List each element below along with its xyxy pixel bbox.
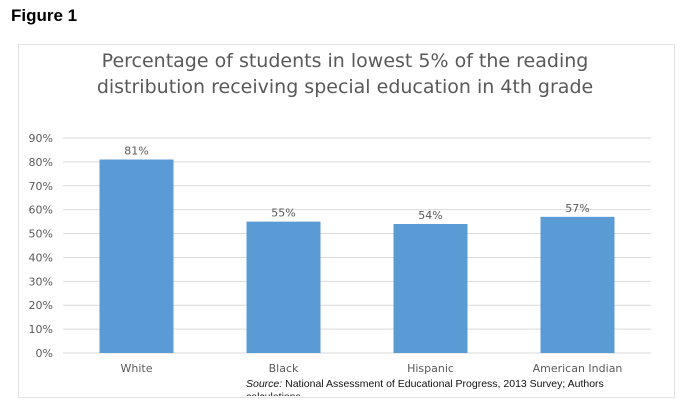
data-label: 55%	[271, 207, 295, 220]
y-axis-ticks: 0% 10% 20% 30% 40% 50% 60% 70% 80% 90%	[29, 132, 53, 360]
source-label: Source:	[246, 378, 283, 390]
data-label: 54%	[418, 209, 442, 222]
source-text: National Assessment of Educational Progr…	[246, 378, 604, 396]
x-tick-label: White	[121, 362, 153, 375]
y-tick-label: 30%	[29, 275, 53, 288]
chart-title-line-1: Percentage of students in lowest 5% of t…	[101, 50, 589, 72]
bars	[99, 159, 615, 353]
y-tick-label: 10%	[29, 323, 53, 336]
chart-title-line-2: distribution receiving special education…	[96, 76, 594, 98]
source-note: Source: National Assessment of Education…	[246, 378, 626, 396]
y-tick-label: 70%	[29, 180, 53, 193]
x-tick-label: American Indian	[533, 362, 623, 375]
y-tick-label: 60%	[29, 204, 53, 217]
y-tick-label: 20%	[29, 299, 53, 312]
x-tick-label: Black	[269, 362, 299, 375]
x-tick-label: Hispanic	[407, 362, 454, 375]
data-label: 81%	[124, 145, 148, 158]
data-label: 57%	[565, 202, 589, 215]
bar	[393, 224, 468, 353]
data-labels: 81% 55% 54% 57%	[124, 145, 589, 223]
y-tick-label: 0%	[36, 347, 53, 360]
bar	[540, 216, 615, 353]
y-tick-label: 50%	[29, 228, 53, 241]
y-tick-label: 80%	[29, 156, 53, 169]
x-axis-ticks: White Black Hispanic American Indian	[121, 362, 623, 375]
bar	[246, 221, 321, 353]
figure-label: Figure 1	[11, 6, 78, 25]
y-tick-label: 90%	[29, 132, 53, 145]
chart-title: Percentage of students in lowest 5% of t…	[0, 48, 690, 100]
y-tick-label: 40%	[29, 251, 53, 264]
bar	[99, 159, 174, 353]
